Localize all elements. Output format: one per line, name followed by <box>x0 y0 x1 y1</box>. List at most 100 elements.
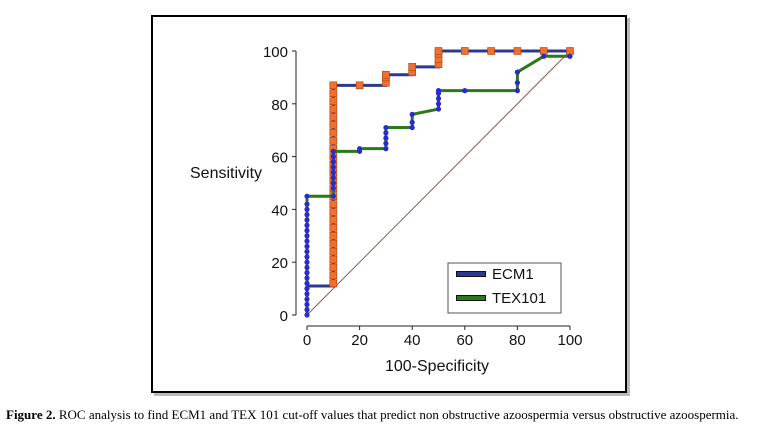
ecm1-point <box>329 224 338 232</box>
tex101-point <box>435 95 442 102</box>
tick-labels: 0 20 40 60 80 100 0 20 40 60 80 100 <box>263 44 583 349</box>
tex101-point <box>514 69 521 75</box>
tex101-point <box>514 80 521 86</box>
tex101-point <box>541 53 547 59</box>
y-tick-label: 80 <box>271 97 288 114</box>
tex101-point <box>304 212 310 218</box>
ecm1-point <box>329 129 338 137</box>
tex101-point <box>462 88 468 94</box>
x-tick-label: 40 <box>404 332 421 349</box>
tex101-point <box>383 135 389 141</box>
tex101-point <box>304 222 310 228</box>
y-tick-label: 40 <box>271 202 288 219</box>
y-tick-label: 0 <box>280 308 288 325</box>
ecm1-point <box>566 47 574 55</box>
tex101-point <box>304 193 310 199</box>
ecm1-point <box>513 47 522 55</box>
tex101-point <box>409 111 415 117</box>
tex101-point <box>304 259 310 265</box>
tex101-point <box>304 301 310 308</box>
ecm1-point <box>329 239 338 248</box>
ecm1-point <box>329 263 338 272</box>
tex101-point <box>330 180 336 186</box>
ecm1-point <box>539 47 548 55</box>
x-axis-label: 100-Specificity <box>385 358 489 375</box>
tex101-point <box>330 159 336 165</box>
ecm1-point <box>329 216 338 224</box>
ecm1-point <box>329 247 338 256</box>
tex101-point <box>330 148 336 154</box>
ecm1-point <box>329 208 338 216</box>
tex101-point <box>304 243 310 249</box>
tex101-point <box>304 275 310 281</box>
ecm1-point <box>329 113 338 121</box>
tex101-point <box>304 307 310 313</box>
tex101-point <box>567 53 573 59</box>
tex101-point <box>330 164 336 170</box>
x-tick-label: 100 <box>557 332 582 349</box>
ecm1-legend-label: ECM1 <box>492 266 534 283</box>
tex101-point <box>435 106 442 112</box>
ecm1-point <box>329 271 338 280</box>
ecm1-point <box>329 105 338 113</box>
reference-line-group <box>306 50 571 316</box>
tex101-point <box>383 140 389 146</box>
y-axis-label: Sensitivity <box>190 165 262 182</box>
ecm1-point <box>329 232 338 240</box>
ecm1-point <box>329 136 338 145</box>
tex101-point <box>383 124 389 131</box>
tex101-legend-label: TEX101 <box>492 290 546 307</box>
ecm1-point <box>408 63 417 71</box>
tex101-point <box>304 227 310 234</box>
x-tick-label: 60 <box>456 332 473 349</box>
tex101-point <box>330 154 336 160</box>
tex101-point <box>330 193 336 199</box>
series-group <box>304 47 574 318</box>
y-tick-label: 60 <box>271 150 288 167</box>
tex101-point <box>304 206 310 212</box>
ecm1-point <box>329 200 338 208</box>
tex101-point <box>435 88 442 94</box>
x-tick-label: 0 <box>303 332 311 349</box>
tex101-point <box>304 264 310 271</box>
tex101-point <box>409 119 415 125</box>
ecm1-point <box>329 81 338 90</box>
ecm1-point <box>382 70 390 79</box>
reference-diagonal-line <box>306 50 571 316</box>
tex101-point <box>330 175 336 181</box>
tex101-point <box>304 291 310 297</box>
ecm1-point <box>487 47 495 55</box>
tex101-point <box>304 286 310 292</box>
tex101-point <box>304 312 310 318</box>
tex101-point <box>383 146 389 152</box>
x-tick-label: 20 <box>351 332 368 349</box>
tex101-point <box>304 280 310 286</box>
tex101-point <box>304 254 310 260</box>
tex101-point <box>304 296 310 302</box>
legend: ECM1 TEX101 <box>447 262 562 314</box>
tex101-point <box>304 233 310 239</box>
caption-text: ROC analysis to find ECM1 and TEX 101 cu… <box>55 407 739 422</box>
x-tick-label: 80 <box>509 332 526 349</box>
ecm1-point <box>329 97 338 105</box>
ecm1-point <box>355 81 364 90</box>
y-tick-label: 100 <box>263 44 288 61</box>
tex101-point <box>330 185 336 191</box>
tex101-point <box>304 270 310 276</box>
ecm1-point <box>460 47 469 55</box>
ecm1-point <box>329 279 338 288</box>
tex101-point <box>435 101 442 107</box>
tex101-point <box>383 130 389 136</box>
tex101-point <box>409 124 415 131</box>
figure-caption: Figure 2. ROC analysis to find ECM1 and … <box>6 407 778 422</box>
ecm1-point <box>329 89 338 98</box>
ecm1-point <box>329 255 338 264</box>
y-tick-label: 20 <box>271 255 288 272</box>
tex101-point <box>330 169 336 176</box>
tex101-point <box>357 146 363 152</box>
axes <box>292 50 571 330</box>
tex101-point <box>304 217 310 223</box>
tex101-point <box>304 201 310 207</box>
ecm1-point <box>329 121 338 129</box>
